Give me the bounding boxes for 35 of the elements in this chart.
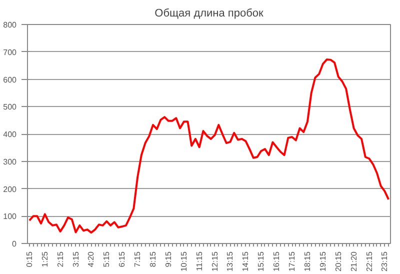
x-tick-label: 22:15 bbox=[364, 250, 374, 272]
chart-title: Общая длина пробок bbox=[154, 8, 264, 20]
y-tick-label: 800 bbox=[3, 20, 18, 30]
x-tick-label: 7:15 bbox=[133, 250, 142, 268]
x-tick-label: 14:15 bbox=[241, 250, 250, 272]
line-series bbox=[28, 58, 390, 234]
x-tick-label: 20:15 bbox=[334, 250, 343, 272]
x-tick-label: 13:15 bbox=[226, 250, 235, 272]
x-tick-label: 9:15 bbox=[164, 250, 173, 268]
x-tick-label: 3:15 bbox=[71, 250, 80, 268]
x-tick-label: 18:15 bbox=[302, 250, 312, 272]
y-tick-label: 600 bbox=[3, 75, 18, 84]
x-tick-label: 0:15 bbox=[24, 250, 34, 268]
y-tick-label: 700 bbox=[3, 48, 18, 57]
y-tick-label: 500 bbox=[3, 102, 18, 112]
x-tick-label: 23:15 bbox=[380, 250, 390, 272]
x-tick-label: 19:15 bbox=[318, 250, 328, 272]
x-tick-label: 6:15 bbox=[118, 250, 127, 268]
y-tick-label: 100 bbox=[3, 212, 18, 222]
x-tick-label: 1:25 bbox=[40, 250, 50, 268]
x-tick-label: 16:15 bbox=[272, 250, 282, 272]
y-tick-label: 0 bbox=[12, 240, 18, 248]
x-tick-label: 8:15 bbox=[148, 250, 158, 268]
x-tick-label: 10:15 bbox=[179, 250, 188, 272]
x-tick-label: 15:15 bbox=[256, 250, 266, 272]
x-tick-label: 12:15 bbox=[210, 250, 220, 272]
y-tick-label: 200 bbox=[3, 184, 18, 194]
x-tick-label: 11:15 bbox=[194, 250, 204, 271]
x-tick-label: 17:15 bbox=[288, 250, 297, 272]
y-tick-label: 400 bbox=[3, 130, 18, 139]
x-tick-label: 21:20 bbox=[349, 250, 358, 272]
x-tick-label: 4:20 bbox=[86, 250, 96, 268]
x-tick-label: 2:15 bbox=[56, 250, 65, 268]
x-tick-label: 5:15 bbox=[102, 250, 112, 268]
y-tick-label: 300 bbox=[3, 157, 18, 166]
